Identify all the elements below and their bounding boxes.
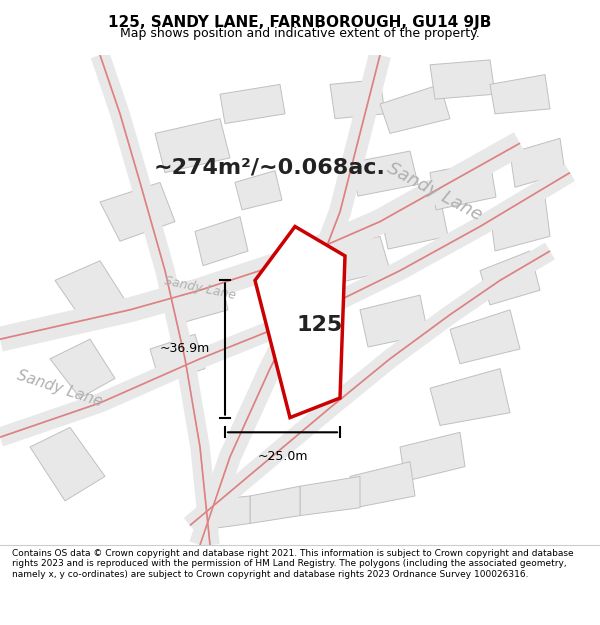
Polygon shape <box>200 496 250 530</box>
Text: Sandy Lane: Sandy Lane <box>385 159 485 225</box>
Text: ~25.0m: ~25.0m <box>257 450 308 463</box>
Text: ~274m²/~0.068ac.: ~274m²/~0.068ac. <box>154 158 386 177</box>
Polygon shape <box>350 462 415 508</box>
Text: Map shows position and indicative extent of the property.: Map shows position and indicative extent… <box>120 27 480 39</box>
Polygon shape <box>300 476 360 516</box>
Text: 125: 125 <box>297 316 343 336</box>
Text: Sandy Lane: Sandy Lane <box>16 368 104 409</box>
Polygon shape <box>400 432 465 481</box>
Polygon shape <box>150 334 205 383</box>
Polygon shape <box>490 74 550 114</box>
Polygon shape <box>175 276 228 322</box>
Polygon shape <box>430 369 510 426</box>
Polygon shape <box>235 171 282 210</box>
Polygon shape <box>250 486 300 524</box>
Polygon shape <box>155 119 230 172</box>
Text: ~36.9m: ~36.9m <box>160 342 210 356</box>
Polygon shape <box>480 251 540 305</box>
Polygon shape <box>430 60 495 99</box>
Polygon shape <box>30 428 105 501</box>
Polygon shape <box>490 197 550 251</box>
Polygon shape <box>220 84 285 124</box>
Polygon shape <box>55 261 125 319</box>
Text: Sandy Lane: Sandy Lane <box>163 274 237 302</box>
Polygon shape <box>430 161 496 210</box>
Polygon shape <box>255 226 345 418</box>
Polygon shape <box>380 197 448 249</box>
Text: 125, SANDY LANE, FARNBOROUGH, GU14 9JB: 125, SANDY LANE, FARNBOROUGH, GU14 9JB <box>109 16 491 31</box>
Polygon shape <box>330 79 385 119</box>
Polygon shape <box>380 84 450 133</box>
Polygon shape <box>320 236 390 285</box>
Polygon shape <box>100 182 175 241</box>
Polygon shape <box>350 151 418 196</box>
Polygon shape <box>510 138 565 188</box>
Text: Contains OS data © Crown copyright and database right 2021. This information is : Contains OS data © Crown copyright and d… <box>12 549 574 579</box>
Polygon shape <box>50 339 115 398</box>
Polygon shape <box>450 310 520 364</box>
Polygon shape <box>195 217 248 266</box>
Polygon shape <box>360 295 428 347</box>
